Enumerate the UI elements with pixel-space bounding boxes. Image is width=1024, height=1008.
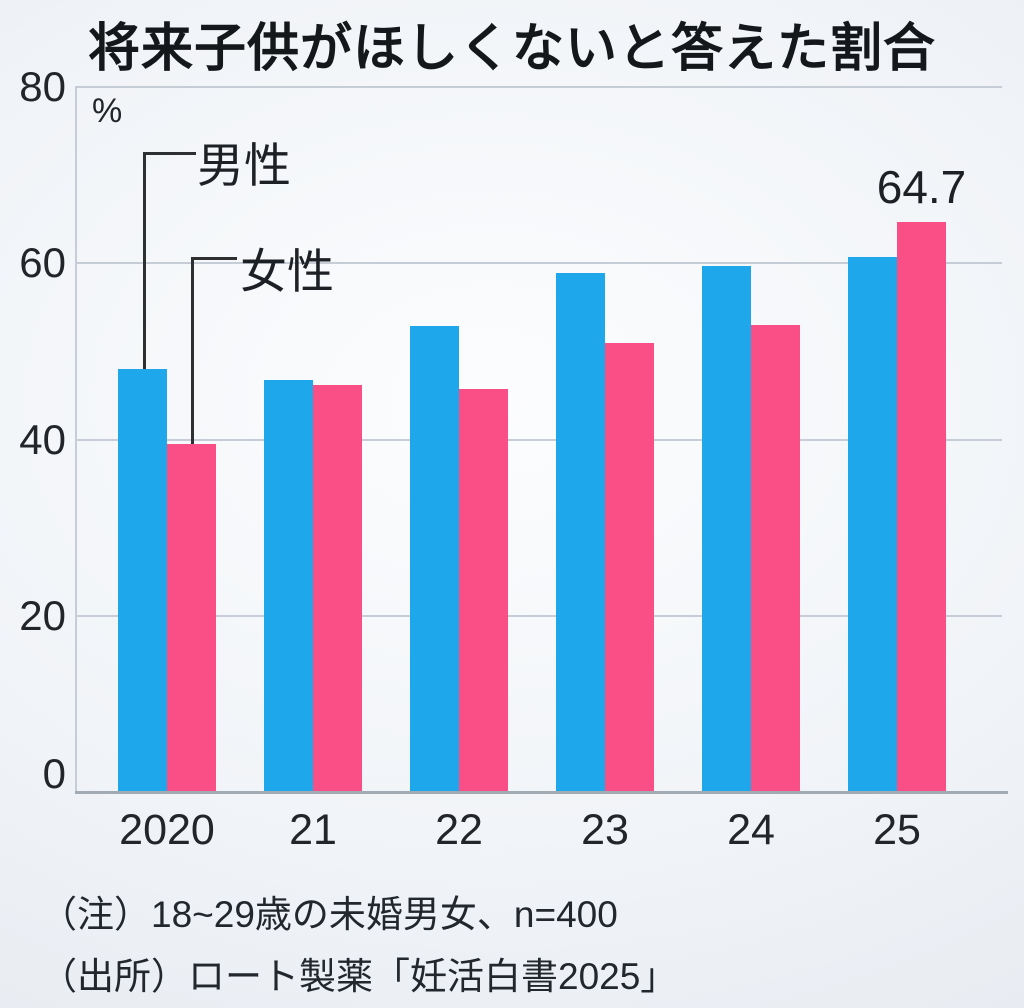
gridline-40	[75, 438, 1002, 441]
bar-男性-23	[556, 272, 605, 792]
gridline-20	[75, 614, 1002, 617]
bar-女性-23	[605, 342, 654, 792]
chart-title: 将来子供がほしくないと答えた割合	[87, 20, 936, 78]
x-tick-label-2020: 2020	[119, 806, 215, 854]
bar-女性-2020	[167, 443, 216, 792]
bar-男性-22	[410, 325, 459, 792]
x-tick-label-23: 23	[581, 806, 629, 854]
data-label-64-7: 64.7	[876, 160, 967, 213]
gridline-60	[75, 262, 1002, 265]
x-axis-line	[75, 791, 1008, 794]
footnote-sample: （注）18~29歳の未婚男女、n=400	[40, 894, 618, 935]
y-tick-label-40: 40	[19, 415, 66, 463]
footnote-source: （出所）ロート製薬「妊活白書2025」	[40, 956, 678, 997]
bar-男性-24	[702, 265, 751, 792]
female-callout-hline	[191, 257, 237, 260]
bar-女性-21	[313, 384, 362, 792]
female-callout-vline	[191, 257, 194, 444]
bar-女性-24	[751, 324, 800, 792]
x-tick-label-22: 22	[435, 806, 483, 854]
male-callout-vline	[143, 152, 146, 369]
bar-男性-2020	[118, 369, 167, 792]
y-tick-label-80: 80	[19, 63, 66, 110]
y-axis-unit-label: %	[92, 92, 123, 130]
bar-男性-21	[264, 380, 313, 792]
x-tick-label-21: 21	[289, 806, 337, 854]
legend-female-label: 女性	[240, 245, 334, 298]
legend-male-label: 男性	[197, 139, 291, 192]
y-axis-line	[75, 87, 77, 792]
y-tick-label-60: 60	[19, 239, 66, 287]
x-tick-label-24: 24	[727, 806, 775, 854]
x-tick-label-25: 25	[873, 806, 921, 854]
bar-女性-25	[897, 221, 946, 792]
y-tick-label-0: 0	[42, 750, 66, 797]
bar-男性-25	[848, 257, 897, 792]
gridline-80	[75, 86, 1002, 88]
male-callout-hline	[143, 152, 196, 155]
bar-女性-22	[459, 389, 508, 792]
y-tick-label-20: 20	[19, 591, 66, 639]
